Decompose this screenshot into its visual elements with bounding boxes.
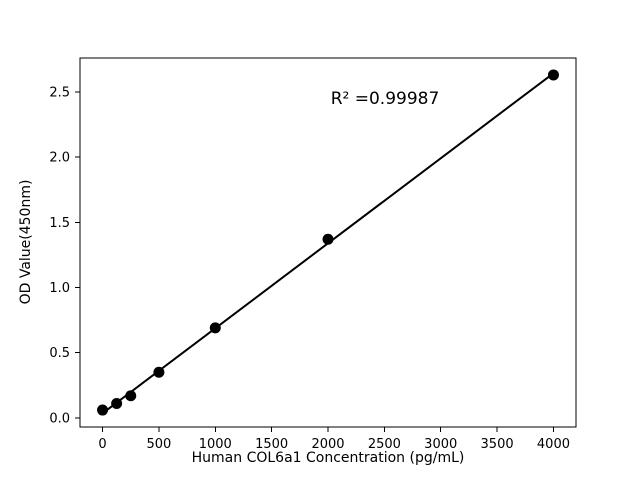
y-tick-label: 0.5: [49, 346, 70, 361]
r-squared-annotation: R² =0.99987: [331, 89, 440, 109]
x-tick-label: 4000: [537, 437, 570, 452]
x-tick-label: 2500: [368, 437, 401, 452]
data-point: [125, 390, 137, 402]
x-tick-label: 1500: [255, 437, 288, 452]
data-point: [97, 404, 109, 416]
x-tick-label: 0: [98, 437, 106, 452]
x-tick-label: 1000: [199, 437, 232, 452]
y-tick-label: 1.0: [49, 281, 70, 296]
data-point: [111, 398, 123, 410]
data-point: [209, 322, 221, 334]
y-tick-label: 0.0: [49, 411, 70, 426]
y-tick-label: 1.5: [49, 216, 70, 231]
x-tick-label: 3000: [424, 437, 457, 452]
y-tick-label: 2.5: [49, 85, 70, 100]
plot-layer: 0 500 1000 1500 2000 2500 3000 3500 4000 0.0 0.5 1.…: [49, 57, 577, 452]
x-tick-label: 500: [146, 437, 171, 452]
data-point: [547, 69, 559, 81]
x-axis-label: Human COL6a1 Concentration (pg/mL): [192, 450, 465, 466]
y-tick-label: 2.0: [49, 151, 70, 166]
data-point: [322, 233, 334, 245]
x-tick-label: 3500: [481, 437, 514, 452]
data-point: [153, 366, 165, 378]
y-axis-label: OD Value(450nm): [18, 180, 34, 305]
x-tick-label: 2000: [311, 437, 344, 452]
